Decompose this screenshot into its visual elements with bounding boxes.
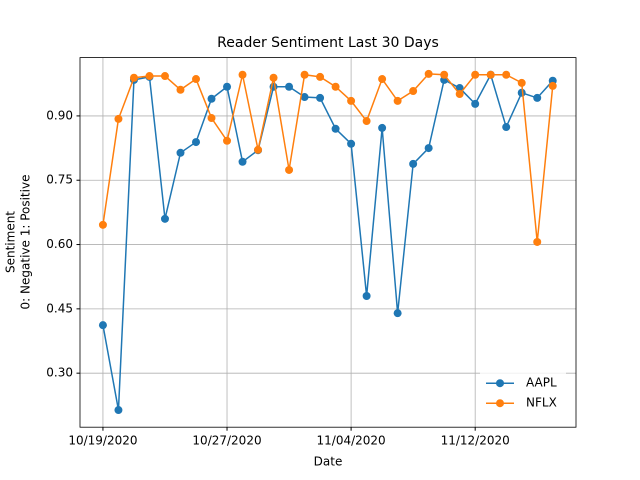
data-point bbox=[362, 117, 371, 126]
data-point bbox=[378, 75, 387, 84]
data-point bbox=[409, 87, 418, 96]
data-point bbox=[300, 70, 309, 79]
data-point bbox=[331, 124, 340, 133]
series-line bbox=[102, 72, 554, 411]
data-point bbox=[486, 70, 495, 79]
data-point bbox=[114, 406, 123, 415]
y-tick-label: 0.30 bbox=[46, 366, 73, 380]
data-point bbox=[331, 82, 340, 91]
data-point bbox=[300, 93, 309, 102]
data-point bbox=[269, 73, 278, 82]
x-tick-label: 10/27/2020 bbox=[192, 434, 261, 448]
data-point bbox=[160, 214, 169, 223]
y-axis-label: Sentiment bbox=[4, 211, 18, 273]
data-point bbox=[455, 90, 464, 99]
data-point bbox=[378, 123, 387, 132]
data-point bbox=[316, 93, 325, 102]
data-point bbox=[548, 81, 557, 90]
data-point bbox=[207, 94, 216, 103]
data-point bbox=[502, 123, 511, 132]
x-tick-label: 11/04/2020 bbox=[317, 434, 386, 448]
data-point bbox=[440, 70, 449, 79]
data-point bbox=[424, 69, 433, 78]
data-point bbox=[455, 84, 464, 93]
data-point bbox=[362, 291, 371, 300]
y-tick-label: 0.75 bbox=[46, 173, 73, 187]
data-point bbox=[192, 75, 201, 84]
legend: AAPL NFLX bbox=[480, 369, 566, 420]
data-point bbox=[533, 237, 542, 246]
x-tick-label: 10/19/2020 bbox=[68, 434, 137, 448]
data-point bbox=[160, 72, 169, 81]
data-point bbox=[316, 72, 325, 81]
y-tick-label: 0.60 bbox=[46, 237, 73, 251]
data-point bbox=[517, 88, 526, 97]
legend-label: AAPL bbox=[526, 376, 557, 390]
data-point bbox=[424, 144, 433, 153]
data-point bbox=[176, 148, 185, 157]
data-point bbox=[238, 157, 247, 166]
data-point bbox=[114, 114, 123, 123]
y-axis-label: 0: Negative 1: Positive bbox=[19, 175, 33, 310]
y-tick-label: 0.45 bbox=[46, 301, 73, 315]
data-point bbox=[285, 82, 294, 91]
data-point bbox=[223, 136, 232, 145]
data-point bbox=[393, 309, 402, 318]
data-point bbox=[471, 70, 480, 79]
data-point bbox=[98, 321, 107, 330]
chart-title: Reader Sentiment Last 30 Days bbox=[217, 35, 439, 51]
data-point bbox=[502, 70, 511, 79]
y-tick-label: 0.90 bbox=[46, 108, 73, 122]
data-point bbox=[393, 96, 402, 105]
legend-label: NFLX bbox=[526, 396, 557, 410]
data-point bbox=[347, 96, 356, 105]
data-point bbox=[517, 78, 526, 87]
data-point bbox=[223, 82, 232, 91]
data-point bbox=[285, 165, 294, 174]
legend-marker bbox=[496, 379, 504, 388]
data-point bbox=[471, 99, 480, 108]
data-point bbox=[98, 220, 107, 229]
data-point bbox=[238, 70, 247, 79]
legend-marker bbox=[496, 399, 504, 408]
x-tick-label: 11/12/2020 bbox=[441, 434, 510, 448]
x-axis-label: Date bbox=[314, 455, 343, 469]
data-point bbox=[533, 93, 542, 102]
data-point bbox=[176, 85, 185, 94]
data-point bbox=[254, 145, 263, 154]
data-point bbox=[409, 159, 418, 168]
data-point bbox=[145, 72, 154, 81]
data-point bbox=[192, 138, 201, 147]
plot-frame bbox=[79, 57, 577, 428]
data-point bbox=[207, 114, 216, 123]
data-point bbox=[347, 139, 356, 148]
data-point bbox=[129, 73, 138, 82]
